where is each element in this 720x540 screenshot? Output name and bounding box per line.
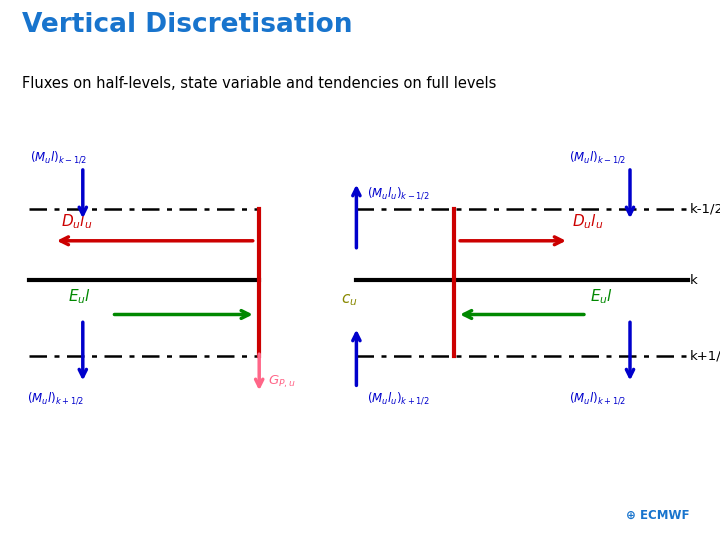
Text: $D_ul_u$: $D_ul_u$ [572,212,604,231]
Text: k: k [690,274,698,287]
Text: $(M_ul)_{k+1/2}$: $(M_ul)_{k+1/2}$ [569,390,626,407]
Text: k-1/2: k-1/2 [690,202,720,215]
Text: $(M_ul_u)_{k-1/2}$: $(M_ul_u)_{k-1/2}$ [367,186,430,201]
Text: k+1/2: k+1/2 [690,350,720,363]
Text: $E_ul$: $E_ul$ [68,287,91,306]
Text: $c_u$: $c_u$ [341,292,358,308]
Text: Vertical Discretisation: Vertical Discretisation [22,12,352,38]
Text: ⊕ ECMWF: ⊕ ECMWF [626,509,690,522]
Text: $(M_ul)_{k-1/2}$: $(M_ul)_{k-1/2}$ [569,149,626,165]
Text: $D_ul_u$: $D_ul_u$ [61,212,93,231]
Text: $(M_ul_u)_{k+1/2}$: $(M_ul_u)_{k+1/2}$ [367,390,430,407]
Text: $G_{P,u}$: $G_{P,u}$ [268,374,296,390]
Text: $(M_ul)_{k+1/2}$: $(M_ul)_{k+1/2}$ [27,390,85,407]
Text: $E_ul$: $E_ul$ [590,287,613,306]
Text: Fluxes on half-levels, state variable and tendencies on full levels: Fluxes on half-levels, state variable an… [22,76,496,91]
Text: $(M_ul)_{k-1/2}$: $(M_ul)_{k-1/2}$ [30,149,88,165]
Text: Slide 36: Slide 36 [504,511,552,521]
Text: NWP Training Course Convection II: The IFS scheme: NWP Training Course Convection II: The I… [22,511,326,521]
